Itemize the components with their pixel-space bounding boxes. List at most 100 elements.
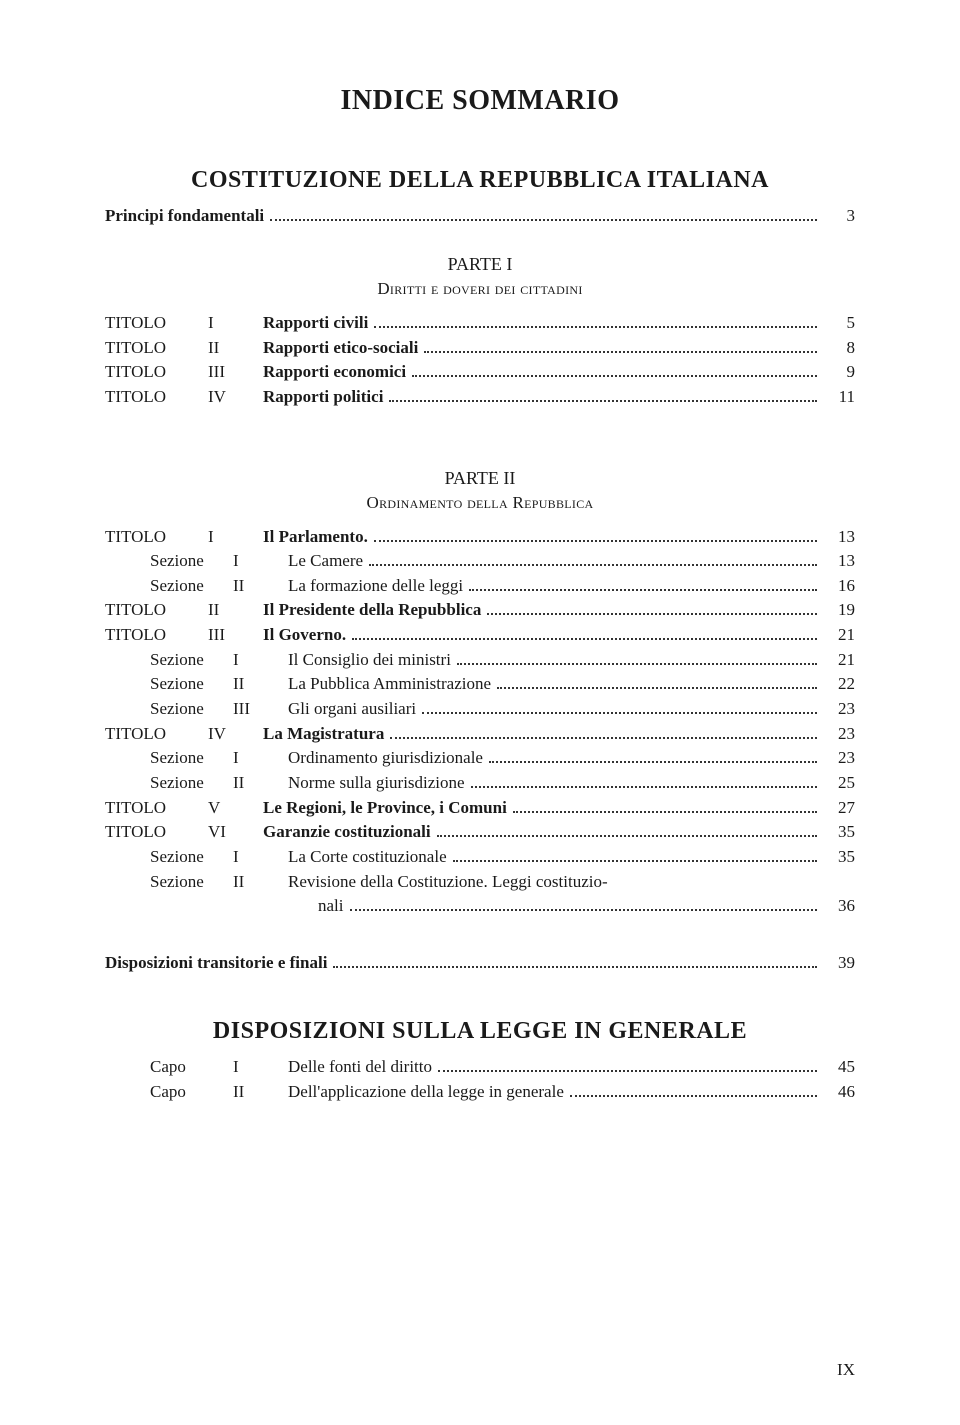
capo-rows: CapoIDelle fonti del diritto45CapoIIDell… [105,1055,855,1104]
toc-col-level: Sezione [150,870,233,895]
toc-label: La Magistratura [263,722,384,747]
leader-dots [369,564,817,566]
heading-disposizioni-legge: DISPOSIZIONI SULLA LEGGE IN GENERALE [105,1018,855,1045]
toc-col-num: II [208,336,263,361]
toc-line: CapoIIDell'applicazione della legge in g… [105,1080,855,1105]
page-number: 19 [821,598,855,623]
page-number: 27 [821,796,855,821]
page-number: 13 [821,549,855,574]
page-number: 8 [821,336,855,361]
toc-line: TITOLOIVRapporti politici11 [105,385,855,410]
toc-col-num: II [233,771,288,796]
page-number: 22 [821,672,855,697]
toc-label: La Pubblica Amministrazione [288,672,491,697]
page-number: 13 [821,525,855,550]
toc-col-level: Sezione [150,697,233,722]
toc-col-level: Sezione [150,574,233,599]
disposizioni-line: Disposizioni transitorie e finali 39 [105,949,855,976]
toc-col-level: Sezione [150,648,233,673]
leader-dots [350,909,818,911]
leader-dots [374,326,817,328]
leader-dots [422,712,817,714]
toc-col-level: Sezione [150,746,233,771]
page-number: 45 [821,1055,855,1080]
toc-label: Il Presidente della Repubblica [263,598,481,623]
toc-col-level: TITOLO [105,336,208,361]
leader-dots [469,589,817,591]
toc-label: Rapporti etico-sociali [263,336,418,361]
leader-dots [497,687,817,689]
leader-dots [412,375,817,377]
leader-dots [270,219,817,221]
toc-col-num: II [233,870,288,895]
disposizioni-label: Disposizioni transitorie e finali [105,949,327,976]
page-number: 35 [821,845,855,870]
page-number: 9 [821,360,855,385]
toc-line: TITOLOIIIIl Governo.21 [105,623,855,648]
toc-label: nali [318,894,344,919]
toc-col-level: TITOLO [105,525,208,550]
toc-col-level: TITOLO [105,623,208,648]
toc-label: Delle fonti del diritto [288,1055,432,1080]
toc-col-num: IV [208,385,263,410]
page-number: 11 [821,385,855,410]
toc-line: SezioneIIl Consiglio dei ministri21 [105,648,855,673]
toc-col-level: Sezione [150,549,233,574]
toc-label: Rapporti economici [263,360,406,385]
toc-col-num: III [208,623,263,648]
page-number: 36 [821,894,855,919]
toc-col-level: TITOLO [105,311,208,336]
parte1-subtitle: Diritti e doveri dei cittadini [105,279,855,299]
toc-col-num: III [208,360,263,385]
toc-line: TITOLOIVLa Magistratura23 [105,722,855,747]
toc-col-level: TITOLO [105,820,208,845]
toc-line: TITOLOIIIRapporti economici9 [105,360,855,385]
toc-label: Rapporti politici [263,385,383,410]
page-number: 23 [821,697,855,722]
leader-dots [513,811,817,813]
parte2-rows: TITOLOIIl Parlamento.13SezioneILe Camere… [105,525,855,919]
leader-dots [424,351,817,353]
toc-line: TITOLOIIRapporti etico-sociali 8 [105,336,855,361]
leader-dots [487,613,817,615]
leader-dots [570,1095,817,1097]
toc-line: SezioneIILa formazione delle leggi 16 [105,574,855,599]
toc-label: Il Parlamento. [263,525,368,550]
toc-label: Rapporti civili [263,311,368,336]
toc-col-num: I [233,549,288,574]
page-number: 46 [821,1080,855,1105]
parte2-label: PARTE II [105,468,855,489]
toc-col-num: VI [208,820,263,845]
toc-col-num: II [233,574,288,599]
toc-label: Norme sulla giurisdizione [288,771,465,796]
toc-col-num: I [233,845,288,870]
leader-dots [333,966,817,968]
toc-line: SezioneIILa Pubblica Amministrazione22 [105,672,855,697]
toc-col-level: TITOLO [105,598,208,623]
toc-col-num: II [208,598,263,623]
toc-line: CapoIDelle fonti del diritto45 [105,1055,855,1080]
leader-dots [374,540,817,542]
leader-dots [453,860,817,862]
toc-col-num: V [208,796,263,821]
toc-col-level: TITOLO [105,722,208,747]
page-number: 16 [821,574,855,599]
page-number: 23 [821,722,855,747]
toc-label: Dell'applicazione della legge in general… [288,1080,564,1105]
page-number: 39 [821,949,855,976]
toc-col-level: Sezione [150,771,233,796]
page-number: 3 [821,206,855,226]
parte1-rows: TITOLOIRapporti civili5TITOLOIIRapporti … [105,311,855,410]
parte1-label: PARTE I [105,254,855,275]
footer-page-number: IX [837,1360,855,1380]
toc-col-num: I [233,746,288,771]
toc-line: TITOLOVLe Regioni, le Province, i Comuni… [105,796,855,821]
toc-label: La formazione delle leggi [288,574,463,599]
toc-line: SezioneIINorme sulla giurisdizione25 [105,771,855,796]
toc-line: TITOLOIRapporti civili5 [105,311,855,336]
toc-line: SezioneIIIGli organi ausiliari23 [105,697,855,722]
main-title: INDICE SOMMARIO [105,85,855,117]
leader-dots [389,400,817,402]
toc-col-level: TITOLO [105,796,208,821]
page-number: 5 [821,311,855,336]
